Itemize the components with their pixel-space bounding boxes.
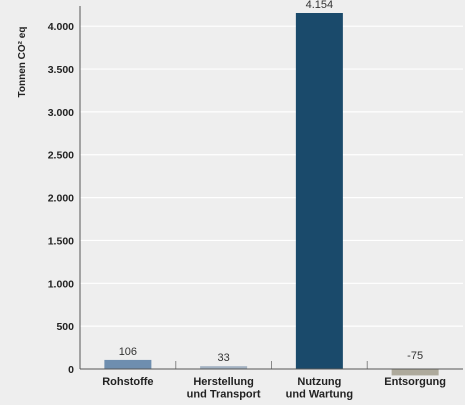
bar: [104, 359, 152, 369]
bars: [104, 13, 439, 376]
x-tick-label-line: Rohstoffe: [102, 376, 153, 388]
x-tick-label-line: und Wartung: [286, 389, 353, 401]
y-tick-label: 3.500: [48, 64, 74, 76]
x-axis-categories: Rohstoffe Herstellung und Transport Nutzung…: [102, 361, 446, 401]
y-tick-label: 3.000: [48, 107, 74, 119]
value-labels: 106 33 4.154 -75: [119, 0, 423, 364]
y-tick-label: 2.500: [48, 150, 74, 162]
bar: [391, 369, 439, 376]
y-tick-label: 1.500: [48, 235, 74, 247]
y-tick-label: 0: [68, 364, 74, 376]
data-label: 106: [119, 346, 137, 358]
x-tick-label: Herstellung und Transport: [187, 376, 261, 401]
y-axis-ticks: 0 500 1.000 1.500 2.000 2.500 3.000 3.500 4.000: [48, 21, 74, 376]
x-tick-label-line: und Transport: [187, 389, 261, 401]
bar: [200, 366, 248, 369]
y-tick-label: 4.000: [48, 21, 74, 33]
gridlines: [80, 25, 463, 327]
data-label: -75: [407, 350, 423, 362]
y-axis-title: Tonnen CO² eq: [17, 27, 28, 98]
data-label: 33: [218, 352, 230, 364]
y-tick-label: 2.000: [48, 193, 74, 205]
y-tick-label: 500: [56, 321, 74, 333]
bar: [295, 13, 343, 369]
x-tick-label-line: Entsorgung: [384, 376, 446, 388]
x-tick-label-line: Nutzung: [297, 376, 341, 388]
y-tick-label: 1.000: [48, 278, 74, 290]
x-tick-label: Rohstoffe: [102, 376, 153, 388]
x-tick-label: Entsorgung: [384, 376, 446, 388]
x-tick-label-line: Herstellung: [193, 376, 254, 388]
data-label: 4.154: [306, 0, 334, 11]
x-tick-label: Nutzung und Wartung: [286, 376, 353, 401]
